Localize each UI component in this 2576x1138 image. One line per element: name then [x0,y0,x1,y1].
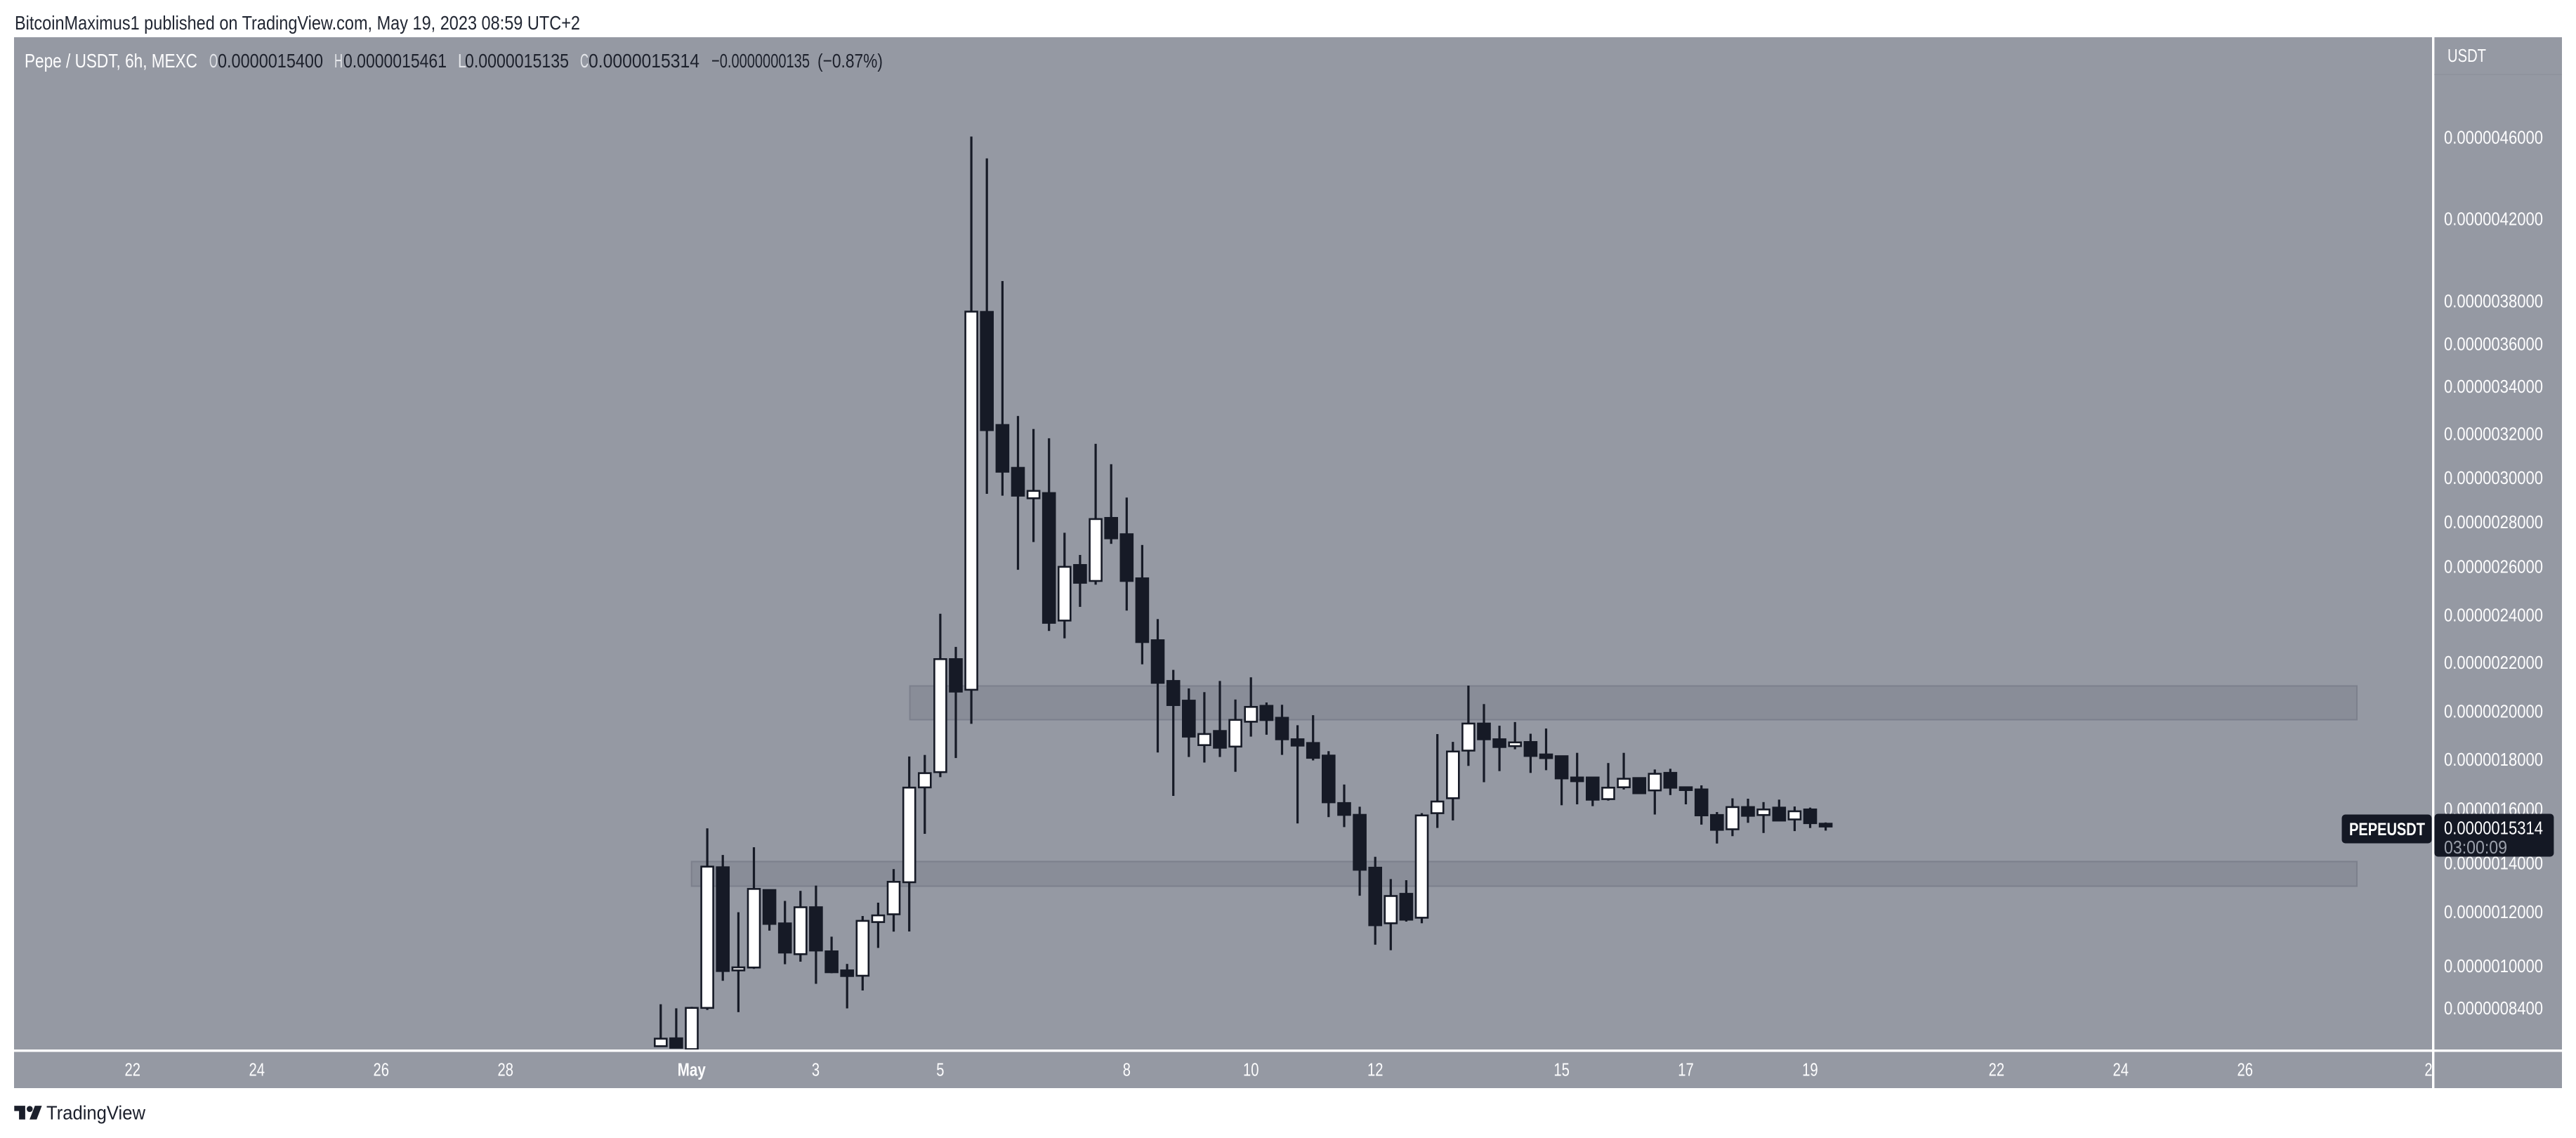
svg-text:0.0000028000: 0.0000028000 [2444,511,2543,532]
svg-text:24: 24 [249,1059,265,1080]
svg-text:0.0000038000: 0.0000038000 [2444,290,2543,311]
svg-text:22: 22 [125,1059,141,1080]
svg-text:0.0000036000: 0.0000036000 [2444,333,2543,354]
svg-text:0.0000012000: 0.0000012000 [2444,901,2543,922]
svg-text:(−0.87%): (−0.87%) [817,50,883,72]
svg-text:USDT: USDT [2447,45,2486,66]
svg-text:0.0000030000: 0.0000030000 [2444,467,2543,488]
svg-text:26: 26 [2237,1059,2254,1080]
svg-text:Pepe / USDT, 6h, MEXC: Pepe / USDT, 6h, MEXC [25,50,197,72]
svg-text:TradingView: TradingView [46,1102,146,1124]
svg-text:0.0000046000: 0.0000046000 [2444,127,2543,148]
svg-text:0.0000024000: 0.0000024000 [2444,605,2543,626]
svg-text:0.0000042000: 0.0000042000 [2444,208,2543,229]
svg-text:0.0000015400: 0.0000015400 [218,50,323,72]
svg-text:0.0000018000: 0.0000018000 [2444,749,2543,770]
svg-text:PEPEUSDT: PEPEUSDT [2349,820,2425,839]
svg-text:3: 3 [812,1059,820,1080]
svg-text:12: 12 [1367,1059,1384,1080]
svg-text:15: 15 [1553,1059,1570,1080]
svg-text:0.0000015135: 0.0000015135 [465,50,569,72]
svg-text:C: C [580,50,589,72]
svg-text:May: May [678,1059,706,1080]
svg-text:0.0000032000: 0.0000032000 [2444,424,2543,445]
svg-text:0.0000034000: 0.0000034000 [2444,376,2543,397]
svg-text:0.0000022000: 0.0000022000 [2444,652,2543,673]
svg-text:O: O [209,50,218,72]
svg-text:0.0000015314: 0.0000015314 [589,50,699,72]
svg-text:BitcoinMaximus1 published on T: BitcoinMaximus1 published on TradingView… [15,12,580,34]
svg-text:0.0000026000: 0.0000026000 [2444,556,2543,577]
svg-text:22: 22 [1989,1059,2005,1080]
svg-text:0.0000015461: 0.0000015461 [343,50,447,72]
svg-text:0.0000010000: 0.0000010000 [2444,955,2543,976]
svg-text:L: L [458,50,466,72]
svg-text:17: 17 [1678,1059,1694,1080]
svg-text:28: 28 [497,1059,513,1080]
svg-text:19: 19 [1802,1059,1818,1080]
svg-text:26: 26 [373,1059,389,1080]
svg-text:0.0000015314: 0.0000015314 [2444,818,2543,839]
svg-text:H: H [334,50,343,72]
svg-text:03:00:09: 03:00:09 [2444,837,2507,858]
svg-text:−0.0000000135: −0.0000000135 [711,50,810,72]
svg-text:24: 24 [2113,1059,2129,1080]
svg-text:10: 10 [1243,1059,1259,1080]
svg-text:8: 8 [1123,1059,1131,1080]
svg-text:2: 2 [2424,1059,2432,1080]
svg-text:0.0000008400: 0.0000008400 [2444,998,2543,1019]
svg-text:5: 5 [936,1059,944,1080]
svg-text:0.0000020000: 0.0000020000 [2444,700,2543,721]
